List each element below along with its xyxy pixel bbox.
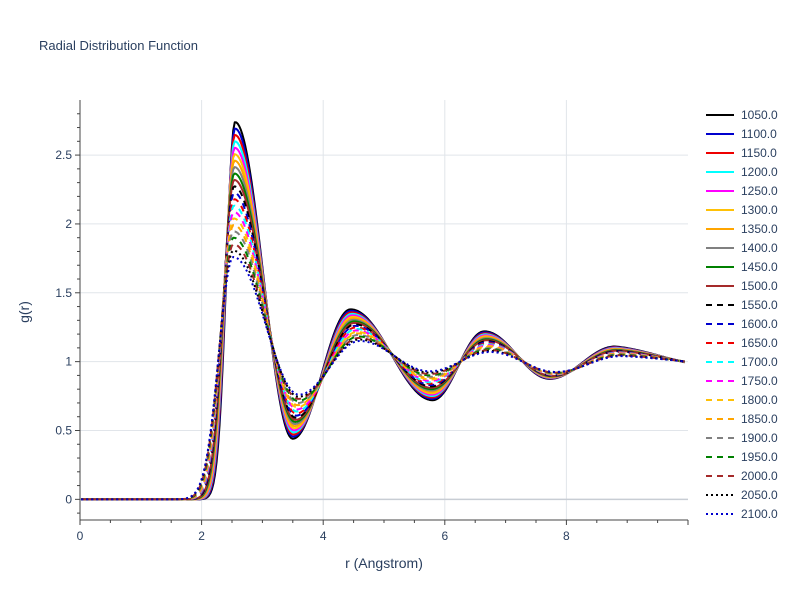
legend-item-1150-0[interactable]: 1150.0 (706, 146, 777, 160)
chart-title: Radial Distribution Function (39, 38, 198, 53)
legend-label: 2000.0 (741, 469, 778, 483)
x-tick-label: 4 (320, 529, 327, 543)
series-line-1050-0 (81, 121, 685, 501)
legend-label: 1450.0 (741, 260, 778, 274)
legend-label: 1300.0 (741, 203, 778, 217)
legend-label: 1750.0 (741, 374, 778, 388)
legend-item-1650-0[interactable]: 1650.0 (706, 336, 778, 350)
legend-label: 1800.0 (741, 393, 778, 407)
legend-item-1800-0[interactable]: 1800.0 (706, 393, 778, 407)
legend-item-1300-0[interactable]: 1300.0 (706, 203, 778, 217)
series-line-2000-0 (81, 243, 685, 501)
series-line-1450-0 (81, 172, 685, 501)
legend-label: 1550.0 (741, 298, 778, 312)
x-tick-label: 2 (198, 529, 205, 543)
x-axis-label: r (Angstrom) (345, 555, 423, 571)
y-tick-label: 1 (65, 355, 72, 369)
legend-item-2100-0[interactable]: 2100.0 (706, 507, 778, 521)
series-line-1350-0 (81, 159, 685, 501)
legend-item-1850-0[interactable]: 1850.0 (706, 412, 778, 426)
legend-item-1050-0[interactable]: 1050.0 (706, 108, 778, 122)
series-line-1900-0 (81, 230, 685, 501)
legend-label: 1600.0 (741, 317, 778, 331)
axes (75, 100, 689, 525)
legend-label: 1250.0 (741, 184, 778, 198)
legend-item-1450-0[interactable]: 1450.0 (706, 260, 778, 274)
series-line-1150-0 (81, 133, 685, 501)
legend-label: 1700.0 (741, 355, 778, 369)
y-tick-label: 0.5 (55, 423, 72, 437)
series-line-1250-0 (81, 146, 685, 501)
legend-label: 1050.0 (741, 108, 778, 122)
legend-item-2000-0[interactable]: 2000.0 (706, 469, 778, 483)
legend-item-1200-0[interactable]: 1200.0 (706, 165, 778, 179)
legend-item-2050-0[interactable]: 2050.0 (706, 488, 778, 502)
y-tick-label: 2.5 (55, 148, 72, 162)
series-line-1850-0 (81, 223, 685, 501)
legend-item-1400-0[interactable]: 1400.0 (706, 241, 778, 255)
legend-label: 2100.0 (741, 507, 778, 521)
legend-item-1250-0[interactable]: 1250.0 (706, 184, 778, 198)
legend-label: 1950.0 (741, 450, 778, 464)
legend-item-1100-0[interactable]: 1100.0 (706, 127, 777, 141)
legend-label: 1850.0 (741, 412, 778, 426)
legend-item-1700-0[interactable]: 1700.0 (706, 355, 778, 369)
legend-label: 1900.0 (741, 431, 778, 445)
series-line-1700-0 (81, 204, 685, 501)
tick-labels: 0 2 4 6 8 0 0.5 1 1.5 2 2.5 (55, 148, 570, 543)
legend-label: 1350.0 (741, 222, 778, 236)
series-line-1400-0 (81, 166, 685, 501)
legend-item-1900-0[interactable]: 1900.0 (706, 431, 778, 445)
legend-item-1550-0[interactable]: 1550.0 (706, 298, 778, 312)
series-line-2100-0 (81, 255, 685, 501)
legend-label: 2050.0 (741, 488, 778, 502)
legend-label: 1650.0 (741, 336, 778, 350)
grid-lines (80, 100, 688, 520)
legend-item-1750-0[interactable]: 1750.0 (706, 374, 778, 388)
series-line-2050-0 (81, 249, 685, 501)
series-line-1300-0 (81, 153, 685, 501)
legend-item-1950-0[interactable]: 1950.0 (706, 450, 778, 464)
x-tick-label: 8 (563, 529, 570, 543)
legend-label: 1500.0 (741, 279, 778, 293)
series-line-1100-0 (81, 127, 685, 501)
y-tick-label: 0 (65, 492, 72, 506)
x-tick-label: 6 (441, 529, 448, 543)
legend-item-1600-0[interactable]: 1600.0 (706, 317, 778, 331)
legend-label: 1150.0 (741, 146, 777, 160)
legend-item-1500-0[interactable]: 1500.0 (706, 279, 778, 293)
series-line-1950-0 (81, 236, 685, 501)
legend-label: 1400.0 (741, 241, 778, 255)
series-line-1650-0 (81, 198, 685, 501)
y-tick-label: 1.5 (55, 286, 72, 300)
legend-item-1350-0[interactable]: 1350.0 (706, 222, 778, 236)
y-axis-label: g(r) (16, 301, 32, 323)
legend-label: 1100.0 (741, 127, 777, 141)
series-layer (81, 121, 685, 501)
legend-label: 1200.0 (741, 165, 778, 179)
series-line-1200-0 (81, 140, 685, 501)
x-tick-label: 0 (77, 529, 84, 543)
y-tick-label: 2 (65, 217, 72, 231)
legend[interactable]: 1050.0 1100.0 1150.0 1200.0 1250.0 1300.0 1350… (706, 108, 778, 521)
